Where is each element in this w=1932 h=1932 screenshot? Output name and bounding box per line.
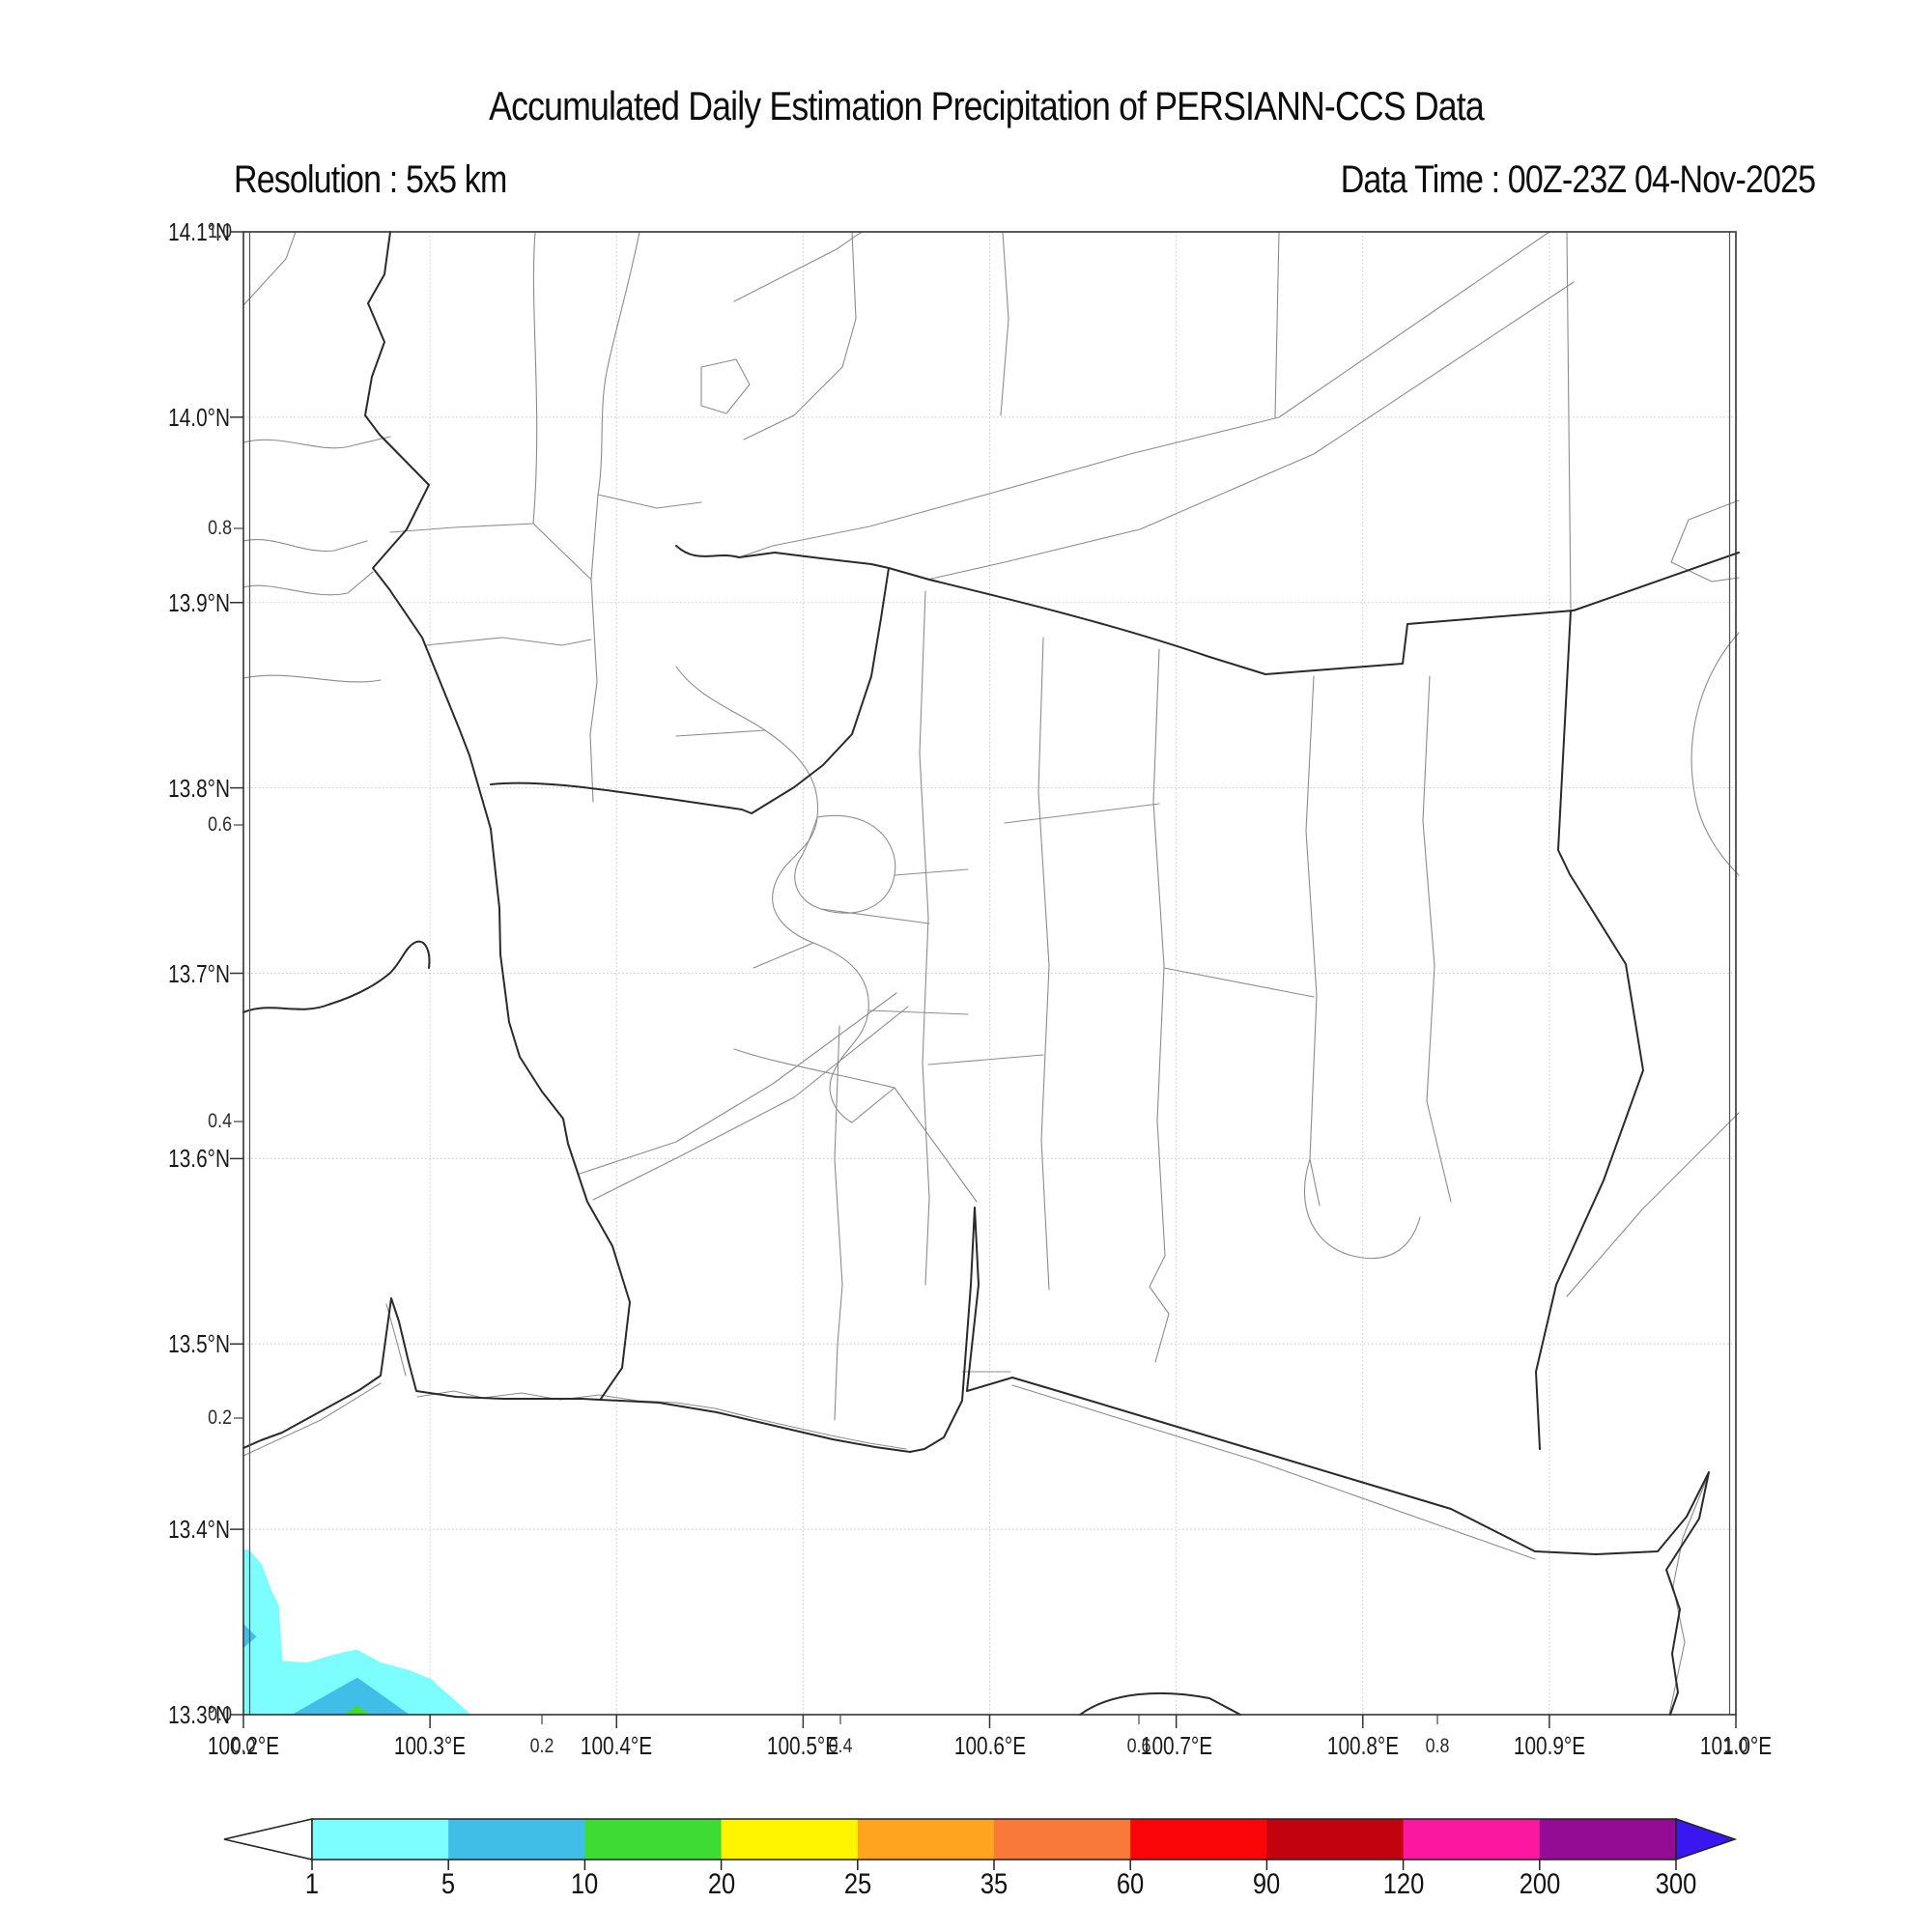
- y-tick-label: 13.8°N: [168, 773, 230, 803]
- secondary-x-tick-label: 0.6: [1126, 1735, 1151, 1757]
- x-tick-label: 101.0°E: [1699, 1731, 1773, 1760]
- colorbar-level-label: 120: [1382, 1868, 1424, 1900]
- colorbar-level-label: 200: [1519, 1868, 1561, 1900]
- colorbar-level-label: 1: [304, 1868, 320, 1900]
- secondary-x-tick-label: 0.0: [231, 1735, 256, 1757]
- grid-lines: [243, 232, 1736, 1715]
- colorbar: [223, 1817, 1738, 1870]
- secondary-x-tick-label: 0.8: [1425, 1735, 1450, 1757]
- colorbar-level-label: 5: [441, 1868, 456, 1900]
- y-tick-label: 14.1°N: [168, 217, 230, 246]
- figure-title: Accumulated Daily Estimation Precipitati…: [489, 83, 1485, 128]
- y-tick-label: 13.6°N: [168, 1144, 230, 1174]
- secondary-x-tick-label: 0.2: [529, 1735, 554, 1757]
- secondary-y-tick-label: 0.0: [208, 1703, 232, 1725]
- resolution-label: Resolution : 5x5 km: [234, 158, 507, 201]
- secondary-y-tick-label: 0.4: [208, 1110, 232, 1132]
- map-edge-lines: [248, 232, 1731, 1715]
- y-tick-label: 14.0°N: [168, 402, 230, 432]
- data-time-label: Data Time : 00Z-23Z 04-Nov-2025: [1340, 158, 1816, 201]
- secondary-y-tick-label: 0.8: [208, 517, 232, 539]
- x-tick-label: 100.3°E: [394, 1731, 467, 1760]
- secondary-x-tick-label: 1.0: [1723, 1735, 1748, 1757]
- x-tick-label: 100.6°E: [953, 1731, 1026, 1760]
- secondary-y-tick-label: 0.2: [208, 1406, 232, 1429]
- precipitation-patches: [243, 1549, 471, 1715]
- axis-tick-marks: [230, 231, 1737, 1728]
- district-boundaries-thin: [242, 231, 1740, 1716]
- x-tick-label: 100.4°E: [581, 1731, 653, 1760]
- x-tick-label: 100.2°E: [207, 1731, 280, 1760]
- x-tick-label: 100.9°E: [1513, 1731, 1585, 1760]
- y-tick-label: 13.5°N: [168, 1329, 230, 1359]
- colorbar-level-label: 25: [843, 1868, 871, 1900]
- colorbar-level-label: 90: [1253, 1868, 1281, 1900]
- colorbar-level-label: 60: [1117, 1868, 1145, 1900]
- province-boundaries-thick: [242, 231, 1740, 1716]
- colorbar-level-label: 20: [707, 1868, 735, 1900]
- colorbar-level-label: 10: [571, 1868, 599, 1900]
- colorbar-level-label: 35: [980, 1868, 1009, 1900]
- y-tick-label: 13.7°N: [168, 958, 230, 988]
- secondary-x-tick-label: 0.4: [828, 1735, 853, 1757]
- x-tick-label: 100.5°E: [767, 1731, 839, 1760]
- x-tick-label: 100.7°E: [1140, 1731, 1212, 1760]
- secondary-y-tick-label: 1.0: [208, 220, 232, 242]
- secondary-y-tick-label: 0.6: [208, 813, 232, 836]
- x-tick-label: 100.8°E: [1326, 1731, 1399, 1760]
- y-tick-label: 13.9°N: [168, 587, 230, 617]
- y-tick-label: 13.3°N: [168, 1700, 230, 1729]
- colorbar-level-label: 300: [1655, 1868, 1697, 1900]
- y-tick-label: 13.4°N: [168, 1515, 230, 1545]
